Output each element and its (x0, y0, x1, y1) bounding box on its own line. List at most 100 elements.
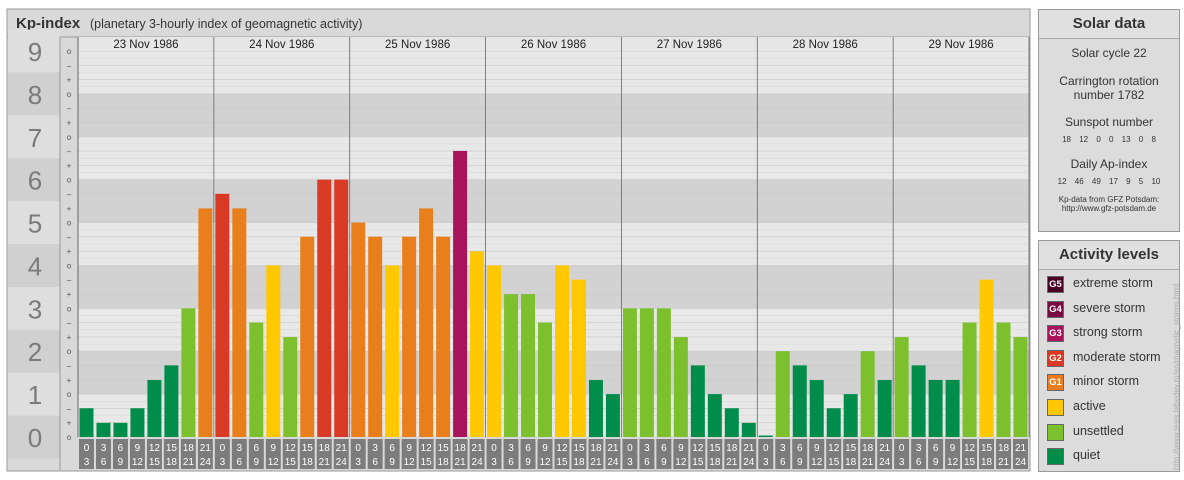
interval-start-label: 3 (372, 443, 378, 454)
interval-start-label: 9 (678, 443, 684, 454)
interval-cell (809, 439, 825, 469)
interval-end-label: 6 (508, 457, 514, 468)
interval-end-label: 18 (981, 457, 993, 468)
interval-start-label: 21 (1015, 443, 1027, 454)
interval-end-label: 9 (933, 457, 939, 468)
kp-bar (979, 279, 994, 437)
interval-end-label: 12 (132, 457, 144, 468)
interval-cell (418, 439, 434, 469)
activity-level-label: strong storm (1073, 325, 1143, 340)
kp-bar (215, 193, 230, 437)
interval-start-label: 3 (101, 443, 107, 454)
ap-label: Daily Ap-index (1070, 157, 1148, 171)
day-label: 26 Nov 1986 (521, 39, 586, 51)
interval-cell (435, 439, 451, 469)
interval-cell (367, 439, 383, 469)
interval-start-label: 9 (542, 443, 548, 454)
interval-start-label: 21 (336, 443, 348, 454)
activity-level-swatch (1047, 423, 1064, 441)
y-minor-label: + (67, 247, 72, 256)
interval-cell (350, 439, 366, 469)
interval-end-label: 24 (472, 457, 484, 468)
kp-bar (911, 365, 926, 437)
interval-end-label: 12 (947, 457, 959, 468)
kp-bar (181, 308, 196, 437)
y-label-band (8, 158, 60, 202)
interval-cell (282, 439, 298, 469)
kp-bar (487, 265, 502, 437)
interval-start-label: 21 (607, 443, 619, 454)
interval-start-label: 15 (709, 443, 721, 454)
kp-bar (385, 265, 400, 437)
kp-bar (283, 337, 298, 437)
interval-start-label: 0 (220, 443, 226, 454)
y-minor-label: o (67, 433, 72, 442)
y-label-band (8, 29, 60, 73)
interval-end-label: 21 (590, 457, 602, 468)
interval-start-label: 12 (149, 443, 161, 454)
y-label-band (8, 72, 60, 116)
interval-end-label: 6 (101, 457, 107, 468)
y-label-band (8, 415, 60, 459)
interval-cell (656, 439, 672, 469)
y-minor-label: o (67, 176, 72, 185)
kp-bar (571, 279, 586, 437)
y-minor-label: – (67, 61, 72, 70)
interval-cell (214, 439, 230, 469)
kp-bar (368, 236, 383, 437)
interval-start-label: 15 (845, 443, 857, 454)
interval-cell (707, 439, 723, 469)
interval-start-label: 3 (780, 443, 786, 454)
y-minor-label: – (67, 319, 72, 328)
day-label: 28 Nov 1986 (793, 39, 858, 51)
interval-cell (622, 439, 638, 469)
interval-cell (928, 439, 944, 469)
sunspot-label: Sunspot number (1064, 115, 1154, 129)
y-minor-label: + (67, 419, 72, 428)
interval-start-label: 15 (438, 443, 450, 454)
activity-level-label: active (1073, 399, 1106, 413)
interval-cell (690, 439, 706, 469)
interval-end-label: 9 (389, 457, 395, 468)
interval-start-label: 18 (183, 443, 195, 454)
kp-bar (622, 308, 637, 437)
interval-end-label: 15 (285, 457, 297, 468)
interval-end-label: 12 (268, 457, 280, 468)
kp-bar (758, 435, 773, 437)
kp-bar (555, 265, 569, 437)
interval-end-label: 24 (743, 457, 755, 468)
interval-start-label: 12 (421, 443, 433, 454)
interval-cell (197, 439, 213, 469)
day-header-strip (78, 37, 1029, 51)
y-minor-column (60, 51, 78, 437)
y-label-band (8, 244, 60, 287)
kp-bar (402, 236, 417, 437)
interval-start-label: 0 (627, 443, 633, 454)
kp-bar (96, 422, 111, 437)
kp-bar (741, 422, 756, 437)
interval-start-label: 0 (491, 443, 497, 454)
y-minor-label: – (67, 404, 72, 413)
interval-start-label: 15 (166, 443, 178, 454)
kp-bar (334, 179, 349, 437)
y-minor-label: o (67, 261, 72, 270)
interval-cell (265, 439, 281, 469)
interval-end-label: 18 (845, 457, 857, 468)
day-label: 23 Nov 1986 (113, 39, 178, 51)
interval-cell (231, 439, 247, 469)
y-tick-label: 9 (28, 37, 42, 67)
activity-level-label: unsettled (1073, 423, 1124, 438)
kp-bar (605, 394, 620, 437)
chart-title: Kp-index (16, 15, 81, 32)
interval-cell (945, 439, 961, 469)
interval-start-label: 12 (692, 443, 704, 454)
interval-cell (520, 439, 536, 469)
ap-values: 12 46 49 17 9 5 10 (1057, 177, 1161, 186)
interval-end-label: 6 (372, 457, 378, 468)
interval-end-label: 15 (828, 457, 840, 468)
interval-end-label: 21 (455, 457, 467, 468)
kp-bar (351, 222, 366, 437)
kp-bar (792, 365, 807, 437)
kp-bar (419, 208, 434, 437)
day-label: 24 Nov 1986 (249, 39, 314, 51)
